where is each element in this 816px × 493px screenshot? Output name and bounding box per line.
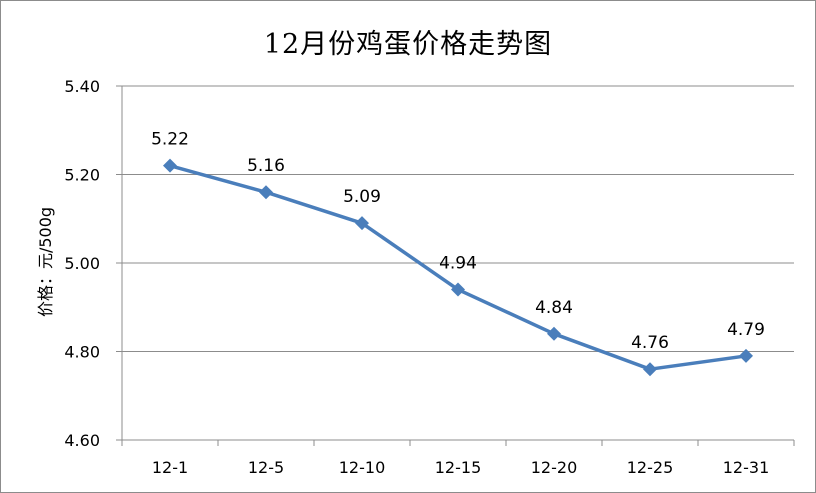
axes: [116, 85, 795, 446]
data-point-marker: [451, 282, 465, 297]
data-point-marker: [355, 216, 369, 231]
data-label: 4.84: [535, 298, 573, 318]
y-tick-label: 5.40: [64, 77, 100, 96]
data-point-marker: [739, 348, 753, 363]
data-point-marker: [547, 326, 561, 341]
data-point-marker: [643, 362, 657, 377]
y-tick-label: 4.80: [64, 343, 100, 362]
y-tick-labels: 4.60 4.80 5.00 5.20 5.40: [64, 77, 100, 450]
x-tick-label: 12-31: [723, 458, 770, 477]
data-label: 5.16: [247, 156, 285, 176]
x-tick-label: 12-5: [248, 458, 284, 477]
data-label: 4.79: [727, 320, 765, 340]
x-tick-label: 12-1: [152, 458, 188, 477]
gridlines: [122, 85, 794, 352]
series-markers: [163, 158, 753, 377]
data-label: 4.76: [631, 333, 669, 353]
x-tick-labels: 12-1 12-5 12-10 12-15 12-20 12-25 12-31: [152, 458, 769, 477]
data-label: 4.94: [439, 254, 477, 274]
data-point-marker: [163, 158, 177, 173]
y-tick-label: 4.60: [64, 431, 100, 450]
y-tick-label: 5.20: [64, 166, 100, 185]
data-labels: 5.22 5.16 5.09 4.94 4.84 4.76 4.79: [151, 130, 765, 354]
x-tick-label: 12-20: [531, 458, 578, 477]
y-tick-label: 5.00: [64, 254, 100, 273]
chart-title: 12月份鸡蛋价格走势图: [263, 29, 553, 60]
data-label: 5.22: [151, 130, 189, 150]
data-point-marker: [259, 185, 273, 200]
data-label: 5.09: [343, 187, 381, 207]
x-tick-label: 12-25: [627, 458, 674, 477]
x-tick-label: 12-15: [435, 458, 482, 477]
x-tick-label: 12-10: [339, 458, 386, 477]
